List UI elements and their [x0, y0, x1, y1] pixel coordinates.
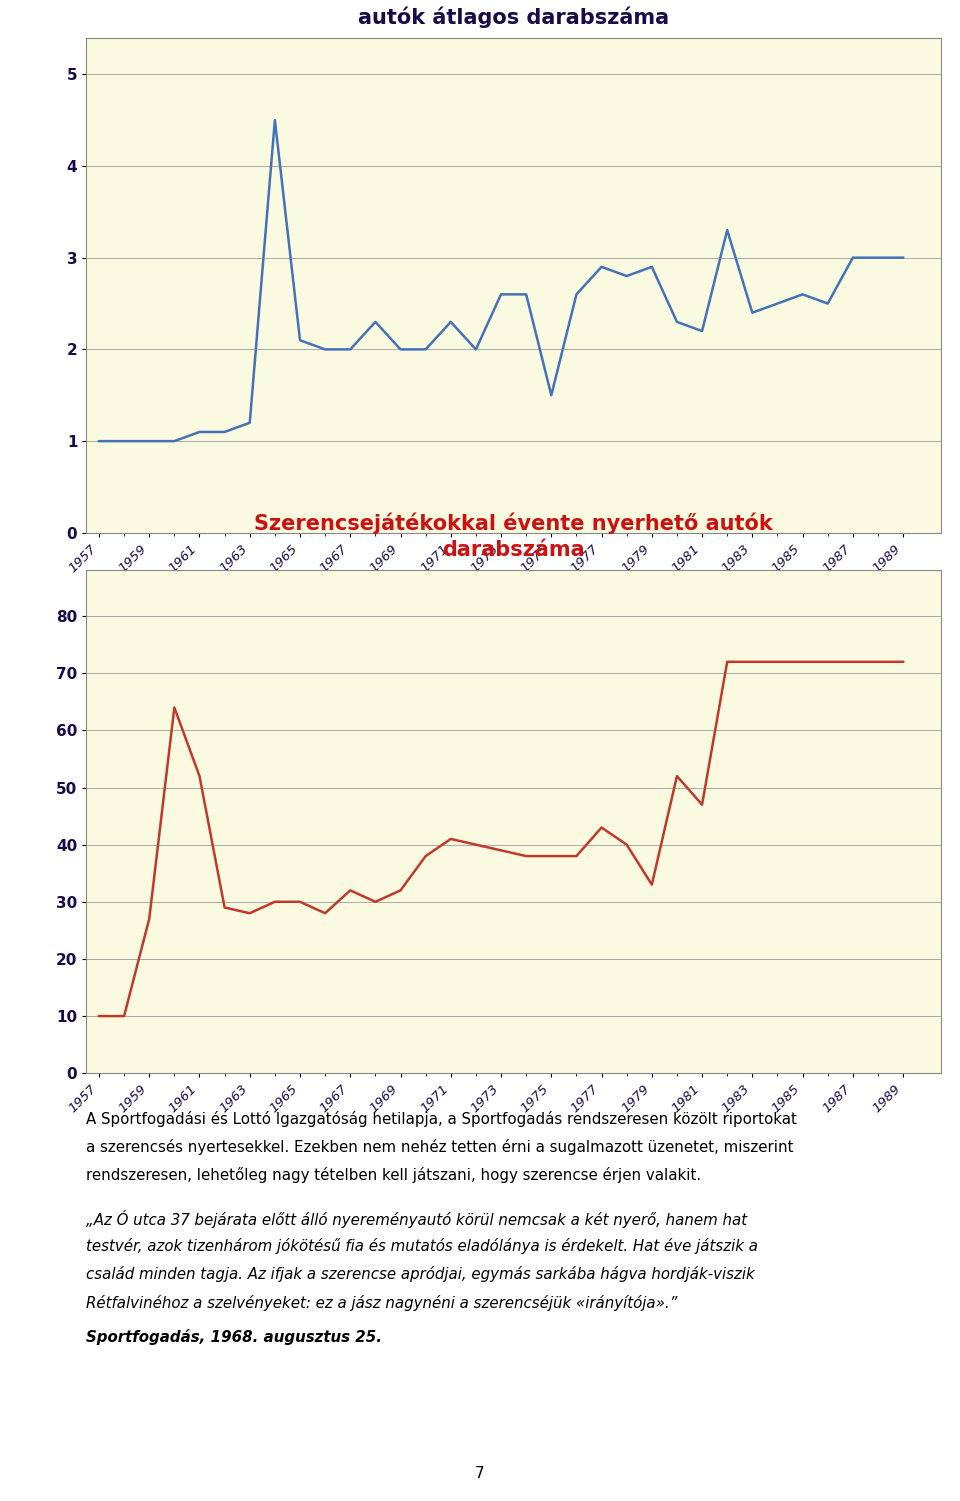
Text: 7: 7	[475, 1466, 485, 1481]
Text: testvér, azok tizenhárom jókötésű fia és mutatós eladólánya is érdekelt. Hat éve: testvér, azok tizenhárom jókötésű fia és…	[86, 1238, 758, 1255]
Text: rendszeresen, lehetőleg nagy tételben kell játszani, hogy szerencse érjen valaki: rendszeresen, lehetőleg nagy tételben ke…	[86, 1168, 702, 1183]
Text: A Sportfogadási és Lottó Igazgatóság hetilapja, a Sportfogadás rendszeresen közö: A Sportfogadási és Lottó Igazgatóság het…	[86, 1111, 797, 1127]
Text: Sportfogadás, 1968. augusztus 25.: Sportfogadás, 1968. augusztus 25.	[86, 1328, 382, 1345]
Text: a szerencsés nyertesekkel. Ezekben nem nehéz tetten érni a sugalmazott üzenetet,: a szerencsés nyertesekkel. Ezekben nem n…	[86, 1139, 794, 1156]
Title: Szerencsejátékokkal évente nyerhető autók
darabszáma: Szerencsejátékokkal évente nyerhető autó…	[254, 512, 773, 560]
Title: A havi rendes sorsolásokon kisorsolt
autók átlagos darabszáma: A havi rendes sorsolásokon kisorsolt aut…	[298, 0, 730, 27]
Text: család minden tagja. Az ifjak a szerencse apródjai, egymás sarkába hágva hordják: család minden tagja. Az ifjak a szerencs…	[86, 1267, 756, 1282]
Text: „Az Ó utca 37 bejárata előtt álló nyereményautó körül nemcsak a két nyerő, hanem: „Az Ó utca 37 bejárata előtt álló nyerem…	[86, 1210, 748, 1228]
Text: Rétfalvinéhoz a szelvényeket: ez a jász nagynéni a szerencséjük «irányítója».”: Rétfalvinéhoz a szelvényeket: ez a jász …	[86, 1295, 678, 1310]
